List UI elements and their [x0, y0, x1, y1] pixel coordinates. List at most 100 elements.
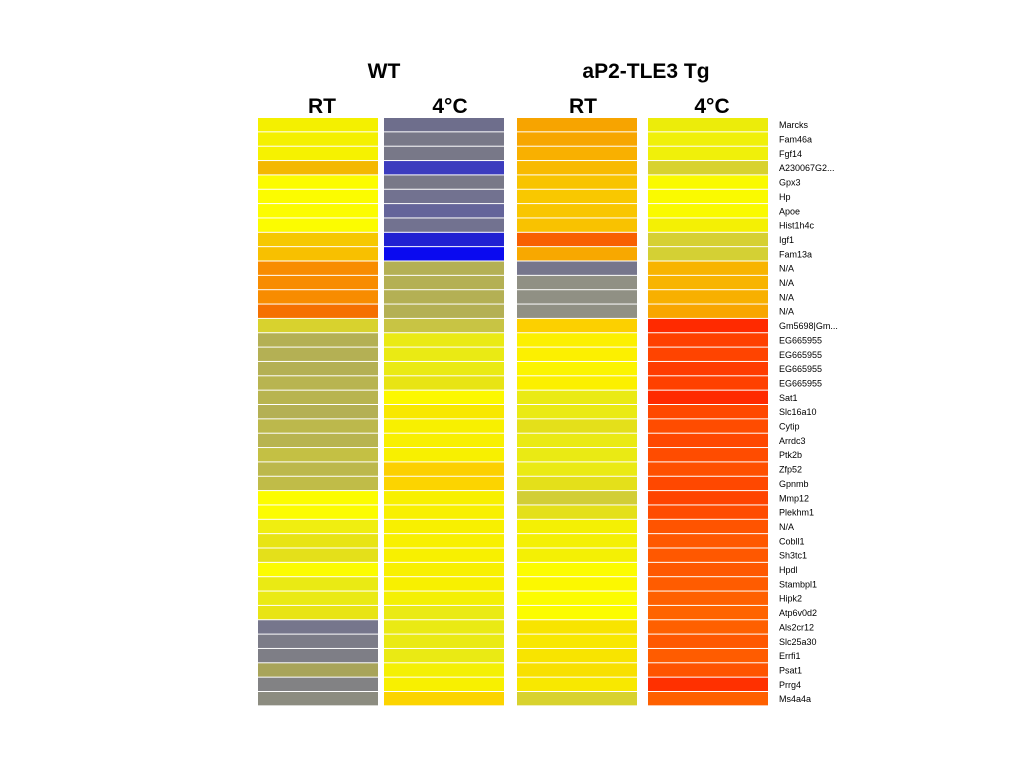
heatmap-cell: [648, 620, 768, 634]
heatmap-cell: [648, 548, 768, 562]
heatmap-cell: [384, 634, 504, 648]
heatmap-cell: [384, 376, 504, 390]
gene-label: Ptk2b: [779, 450, 802, 460]
gene-label: A230067G2...: [779, 163, 835, 173]
heatmap-cell: [384, 318, 504, 333]
gene-label: Sat1: [779, 393, 798, 403]
heatmap-cell: [384, 433, 504, 448]
heatmap-cell: [517, 505, 637, 519]
heatmap-cell: [258, 648, 378, 663]
heatmap-cell: [648, 290, 768, 304]
heatmap-cell: [384, 161, 504, 175]
gene-label: N/A: [779, 264, 794, 274]
heatmap-cell: [384, 405, 504, 419]
gene-label: Fgf14: [779, 149, 802, 159]
gene-label: Gpnmb: [779, 479, 809, 489]
gene-label: Errfi1: [779, 651, 801, 661]
heatmap-cell: [384, 462, 504, 476]
heatmap-cell: [648, 204, 768, 218]
gene-label: EG665955: [779, 378, 822, 388]
heatmap-cell: [384, 304, 504, 318]
heatmap-cell: [384, 663, 504, 677]
heatmap-cell: [648, 118, 768, 132]
gene-label: Hp: [779, 192, 791, 202]
heatmap-cell: [258, 577, 378, 591]
heatmap-cell: [648, 505, 768, 519]
gene-label: Cytip: [779, 422, 800, 432]
heatmap-cell: [258, 390, 378, 404]
heatmap-cell: [648, 275, 768, 290]
heatmap-cell: [517, 132, 637, 146]
heatmap-cell: [384, 476, 504, 491]
heatmap-cell: [648, 376, 768, 390]
heatmap-cell: [648, 390, 768, 404]
heatmap-cell: [648, 419, 768, 433]
heatmap-cell: [648, 304, 768, 318]
heatmap-cell: [648, 634, 768, 648]
heatmap-cell: [517, 204, 637, 218]
heatmap-cell: [384, 692, 504, 706]
heatmap-cell: [258, 189, 378, 204]
heatmap-cell: [384, 605, 504, 620]
heatmap-cell: [517, 433, 637, 448]
heatmap-cell: [517, 261, 637, 275]
heatmap-cell: [384, 361, 504, 376]
gene-label: Atp6v0d2: [779, 608, 817, 618]
heatmap-cell: [258, 161, 378, 175]
heatmap-cell: [648, 189, 768, 204]
heatmap-cell: [384, 505, 504, 519]
heatmap-cell: [258, 376, 378, 390]
gene-label: Sh3tc1: [779, 551, 807, 561]
heatmap-cell: [648, 218, 768, 232]
heatmap-cell: [258, 663, 378, 677]
heatmap-cell: [648, 175, 768, 189]
heatmap-cells: [258, 118, 768, 706]
heatmap-cell: [384, 491, 504, 505]
heatmap-cell: [517, 304, 637, 318]
heatmap-cell: [648, 247, 768, 261]
heatmap-cell: [517, 648, 637, 663]
heatmap-cell: [258, 304, 378, 318]
heatmap-cell: [384, 562, 504, 577]
gene-label: Gpx3: [779, 178, 801, 188]
heatmap-cell: [517, 189, 637, 204]
gene-label: N/A: [779, 307, 794, 317]
heatmap-cell: [517, 692, 637, 706]
heatmap-cell: [648, 605, 768, 620]
heatmap-cell: [517, 534, 637, 548]
group-title-tg: aP2-TLE3 Tg: [582, 60, 709, 83]
heatmap-cell: [517, 118, 637, 132]
heatmap-cell: [258, 605, 378, 620]
gene-label: Als2cr12: [779, 622, 814, 632]
heatmap-cell: [258, 677, 378, 691]
heatmap-cell: [648, 448, 768, 462]
heatmap-cell: [517, 175, 637, 189]
heatmap-cell: [258, 361, 378, 376]
heatmap-cell: [384, 548, 504, 562]
gene-label: Prrg4: [779, 680, 801, 690]
heatmap-cell: [648, 161, 768, 175]
heatmap-cell: [258, 204, 378, 218]
column-header-wt-4c: 4°C: [432, 95, 467, 118]
heatmap-cell: [517, 591, 637, 605]
gene-label: EG665955: [779, 364, 822, 374]
heatmap-cell: [517, 519, 637, 534]
gene-label: N/A: [779, 292, 794, 302]
heatmap-cell: [258, 333, 378, 347]
heatmap-cell: [517, 677, 637, 691]
heatmap-cell: [517, 634, 637, 648]
heatmap-cell: [384, 519, 504, 534]
heatmap-cell: [384, 275, 504, 290]
heatmap-cell: [384, 648, 504, 663]
heatmap-cell: [648, 232, 768, 247]
gene-label: Zfp52: [779, 465, 802, 475]
heatmap-cell: [648, 333, 768, 347]
heatmap-cell: [258, 261, 378, 275]
heatmap-cell: [258, 534, 378, 548]
gene-label: Apoe: [779, 206, 800, 216]
heatmap-cell: [258, 448, 378, 462]
heatmap-cell: [648, 591, 768, 605]
heatmap-cell: [258, 476, 378, 491]
heatmap-cell: [648, 462, 768, 476]
